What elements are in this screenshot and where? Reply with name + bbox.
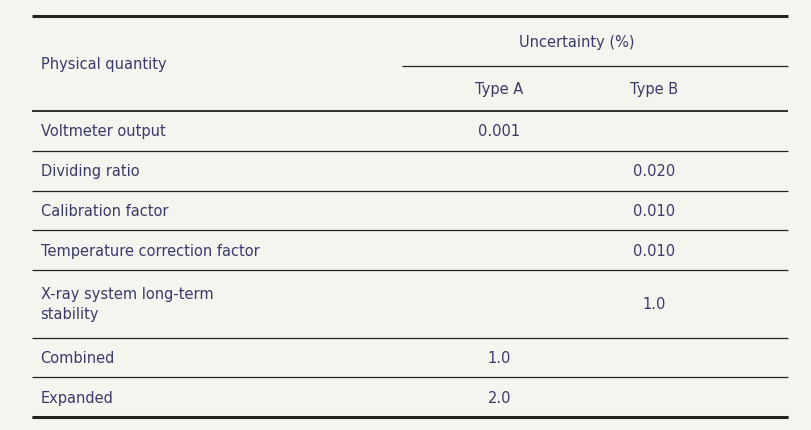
Text: Type A: Type A (474, 82, 523, 97)
Text: 0.010: 0.010 (632, 243, 674, 258)
Text: 0.020: 0.020 (632, 164, 674, 179)
Text: 2.0: 2.0 (487, 390, 510, 405)
Text: Temperature correction factor: Temperature correction factor (41, 243, 259, 258)
Text: 1.0: 1.0 (642, 297, 664, 312)
Text: 1.0: 1.0 (487, 350, 510, 365)
Text: X-ray system long-term
stability: X-ray system long-term stability (41, 287, 213, 322)
Text: Dividing ratio: Dividing ratio (41, 164, 139, 179)
Text: 0.001: 0.001 (478, 124, 520, 139)
Text: 0.010: 0.010 (632, 203, 674, 218)
Text: Voltmeter output: Voltmeter output (41, 124, 165, 139)
Text: Physical quantity: Physical quantity (41, 57, 166, 72)
Text: Type B: Type B (629, 82, 677, 97)
Text: Uncertainty (%): Uncertainty (%) (518, 34, 633, 49)
Text: Expanded: Expanded (41, 390, 114, 405)
Text: Calibration factor: Calibration factor (41, 203, 168, 218)
Text: Combined: Combined (41, 350, 115, 365)
